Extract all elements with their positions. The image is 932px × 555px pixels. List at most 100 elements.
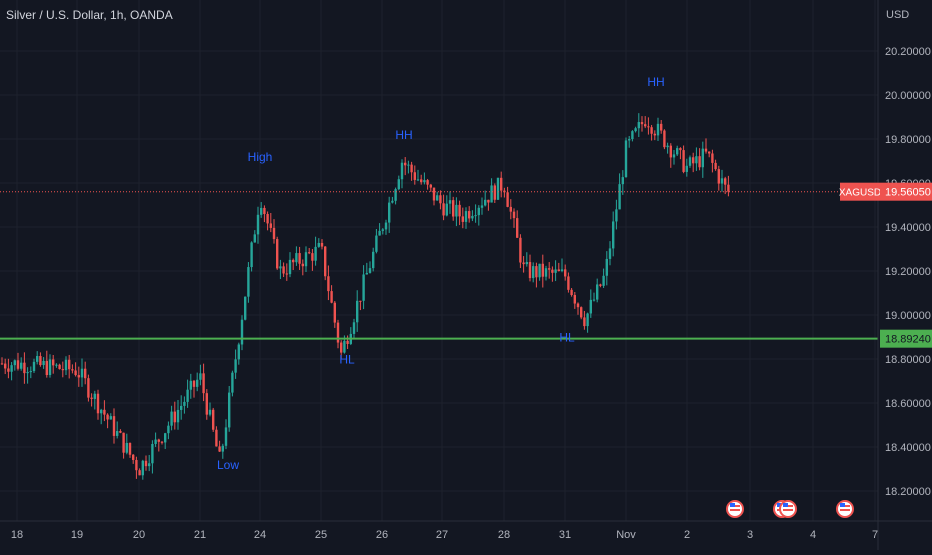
candle-body [314,246,317,261]
candle-body [0,363,4,365]
candle-body [80,368,84,378]
y-tick-label: 18.40000 [885,442,931,454]
candle-body [36,356,39,362]
candle-body [16,360,20,369]
candle-body [506,192,509,207]
candle [397,175,400,191]
candle [45,350,48,378]
symbol-title[interactable]: Silver / U.S. Dollar, 1h, OANDA [6,8,173,22]
candle [16,352,20,371]
candle-body [148,463,151,467]
x-tick-label: 25 [315,529,327,541]
us-flag-icon[interactable] [779,500,797,518]
candle-body [48,359,52,376]
candle-body [13,360,16,366]
candle [384,219,388,235]
candle [432,187,436,206]
candle-body [356,300,359,323]
candle-body [714,162,717,170]
candle [10,362,13,381]
candle [608,241,612,266]
candle-body [618,184,621,210]
candle-body [26,372,29,374]
candle [634,126,637,133]
candle [77,366,80,387]
candle [100,408,103,425]
candle [260,202,263,218]
candle [311,248,314,271]
candle-body [570,289,573,296]
candle-body [100,409,103,414]
candle-body [276,239,279,269]
candle [36,351,39,365]
candle [458,200,461,226]
candle-body [170,411,173,426]
candle [685,158,688,177]
candle-body [234,359,237,373]
candle [605,251,608,286]
candle-body [71,369,74,371]
candle-body [512,211,516,219]
candle [496,177,500,201]
candle [615,199,618,230]
candle [192,380,196,398]
candle [551,266,554,282]
candle-body [237,344,240,360]
candle [621,170,624,195]
candle [618,173,621,210]
candle [103,400,106,422]
candle [106,413,109,429]
candle [167,421,170,440]
candle-body [298,253,301,264]
candle-body [109,416,112,420]
candle-body [324,246,327,277]
candle [244,296,247,321]
candle [52,355,55,374]
candle-body [202,373,205,394]
candle-body [442,203,445,216]
us-flag-icon[interactable] [836,500,854,518]
candle-body [423,180,426,183]
candle-body [400,162,404,180]
y-tick-label: 19.00000 [885,310,931,322]
candle [487,199,490,211]
candle-body [352,322,356,334]
y-tick-label: 19.40000 [885,222,931,234]
grid [0,0,878,521]
candle [13,359,16,371]
candle-body [330,291,333,303]
candle [400,159,404,189]
candle-body [256,214,260,235]
us-flag-icon[interactable] [726,500,744,518]
candle [477,205,480,226]
candle [151,440,154,474]
annotation-label: Low [217,458,239,472]
candle [650,124,653,141]
candle-body [413,172,416,180]
candle [391,196,394,204]
candle-body [666,145,669,148]
candle-body [247,267,250,297]
candle-body [381,229,384,231]
candle [292,258,295,271]
candle-body [410,164,413,173]
candle-body [20,362,23,369]
candle-body [10,365,13,372]
candle-body [397,179,400,190]
candle [205,389,208,420]
candle [554,260,557,282]
candle-body [384,222,388,230]
candle-body [692,157,695,164]
symbol-tag-bg [840,182,880,201]
candle [96,389,100,420]
candle [87,374,90,402]
candle [525,252,528,267]
candle-body [420,179,423,183]
candle-body [368,268,372,273]
candle [359,300,362,311]
candle [381,228,384,235]
x-tick-label: 18 [11,529,23,541]
